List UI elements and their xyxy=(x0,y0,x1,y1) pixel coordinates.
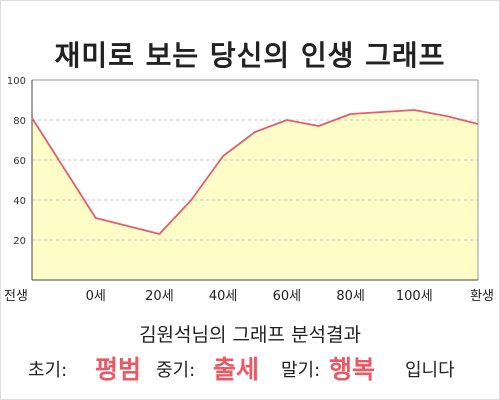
late-label: 말기: xyxy=(281,360,321,381)
y-tick-label: 20 xyxy=(13,236,26,247)
x-tick-label: 환생 xyxy=(470,289,494,304)
page-title: 재미로 보는 당신의 인생 그래프 xyxy=(54,39,446,72)
late-value: 행복 xyxy=(329,355,376,384)
middle-label: 중기: xyxy=(156,360,196,381)
middle-value: 출세 xyxy=(213,355,260,384)
y-tick-label: 80 xyxy=(13,116,26,127)
ending-text: 입니다 xyxy=(405,360,455,381)
analysis-subtitle: 김원석님의 그래프 분석결과 xyxy=(139,324,361,346)
x-tick-label: 60세 xyxy=(273,289,302,304)
x-tick-label: 80세 xyxy=(336,289,365,304)
y-tick-label: 60 xyxy=(13,156,26,167)
life-line xyxy=(31,109,479,235)
early-label: 초기: xyxy=(28,360,68,381)
analysis-result: 초기: 평범 중기: 출세 말기: 행복 입니다 xyxy=(0,350,500,384)
y-tick-label: 100 xyxy=(7,76,26,87)
y-tick-label: 40 xyxy=(13,196,26,207)
x-tick-label: 20세 xyxy=(145,289,174,304)
x-tick-label: 전생 xyxy=(4,289,28,304)
early-value: 평범 xyxy=(95,355,142,384)
area-fill xyxy=(32,110,478,280)
x-tick-label: 0세 xyxy=(86,289,106,304)
x-tick-label: 40세 xyxy=(209,289,238,304)
x-tick-label: 100세 xyxy=(396,289,433,304)
